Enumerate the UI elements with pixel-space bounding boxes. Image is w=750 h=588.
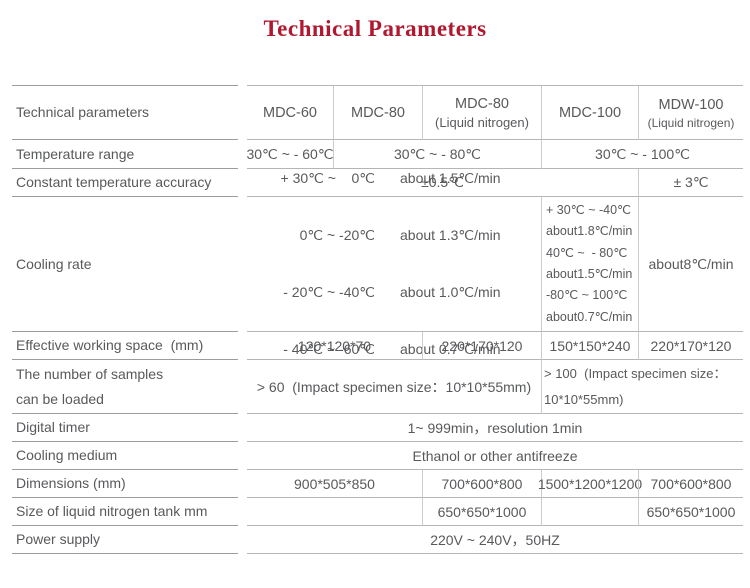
cell-tank-empty-mdc60-80 bbox=[247, 498, 422, 526]
cooling-mdc100-line4: about1.5℃/min bbox=[546, 267, 633, 281]
cooling-value-4: about 0.7℃/min bbox=[400, 341, 501, 357]
cooling-range-4: - 40℃ ~ -60℃ bbox=[283, 341, 375, 357]
cooling-value-2: about 1.3℃/min bbox=[400, 227, 501, 243]
cooling-rate-line: - 20℃ ~ -40℃ about 1.0℃/min bbox=[247, 280, 541, 305]
cell-cooling-rate-mdw100: about8℃/min bbox=[638, 197, 743, 332]
cell-accuracy-standard: ±0.5℃ bbox=[247, 169, 638, 197]
header-col-mdc100: MDC-100 bbox=[541, 86, 638, 140]
row-label-accuracy: Constant temperature accuracy bbox=[12, 169, 238, 197]
row-label-samples-line2: can be loaded bbox=[16, 390, 104, 407]
cell-working-space-mdc80-ln: 220*170*120 bbox=[422, 332, 541, 360]
samples-mdc100-line2: 10*10*55mm) bbox=[544, 391, 624, 407]
row-label-working-space: Effective working space (mm) bbox=[12, 332, 238, 360]
cooling-rate-line: 0℃ ~ -20℃ about 1.3℃/min bbox=[247, 223, 541, 248]
header-col-mdc60: MDC-60 bbox=[247, 86, 333, 140]
header-col-mdc80-ln-name: MDC-80 bbox=[455, 96, 509, 112]
cell-cooling-rate-mdc100: + 30℃ ~ -40℃ about1.8℃/min 40℃ ~ - 80℃ a… bbox=[541, 197, 638, 332]
cell-working-space-mdc60-80: 120*120*70 bbox=[247, 332, 422, 360]
row-label-nitrogen-tank: Size of liquid nitrogen tank mm bbox=[12, 498, 238, 526]
cooling-range-1: + 30℃ ~ 0℃ bbox=[280, 170, 376, 186]
cooling-mdc100-line1: + 30℃ ~ -40℃ bbox=[546, 202, 632, 217]
page-title: Technical Parameters bbox=[263, 16, 487, 41]
data-grid: MDC-60 MDC-80 MDC-80 (Liquid nitrogen) M… bbox=[246, 85, 743, 554]
cell-accuracy-mdw100: ± 3℃ bbox=[638, 169, 743, 197]
header-col-mdc80: MDC-80 bbox=[333, 86, 422, 140]
cell-cooling-rate-standard: + 30℃ ~ 0℃ about 1.5℃/min 0℃ ~ -20℃ about … bbox=[247, 170, 541, 357]
cell-digital-timer: 1~ 999min，resolution 1min bbox=[247, 414, 743, 442]
cooling-mdc100-line5: -80℃ ~ 100℃ bbox=[546, 288, 628, 303]
cell-temp-range-mdc80-group: 30℃ ~ - 80℃ bbox=[333, 140, 541, 169]
cooling-mdc100-line2: about1.8℃/min bbox=[546, 224, 633, 239]
row-label-header: Technical parameters bbox=[12, 86, 238, 140]
cell-samples-mdc100: > 100 (Impact specimen size： 10*10*55mm) bbox=[541, 360, 743, 414]
header-col-mdc100-name: MDC-100 bbox=[558, 104, 622, 121]
row-label-samples-line1: The number of samples bbox=[16, 365, 164, 382]
cell-temp-range-mdc60: 30℃ ~ - 60℃ bbox=[246, 140, 334, 169]
header-col-mdc60-name: MDC-60 bbox=[263, 104, 317, 121]
row-label-cooling-medium: Cooling medium bbox=[12, 442, 238, 470]
row-label-samples: The number of samples can be loaded bbox=[12, 360, 238, 414]
cooling-range-3: - 20℃ ~ -40℃ bbox=[283, 284, 375, 300]
cell-tank-empty-mdc100 bbox=[541, 498, 638, 526]
cell-dimensions-mdw100: 700*600*800 bbox=[638, 470, 743, 498]
cooling-rate-lines: + 30℃ ~ 0℃ about 1.5℃/min 0℃ ~ -20℃ about … bbox=[247, 134, 541, 394]
cell-temp-range-mdc100-group: 30℃ ~ - 100℃ bbox=[541, 140, 743, 169]
row-label-temperature-range: Temperature range bbox=[12, 140, 238, 169]
header-col-mdw100-name: MDW-100 bbox=[658, 96, 724, 113]
cooling-range-2: 0℃ ~ -20℃ bbox=[299, 227, 375, 243]
row-label-digital-timer: Digital timer bbox=[12, 414, 238, 442]
cell-tank-mdw100: 650*650*1000 bbox=[638, 498, 743, 526]
cell-tank-mdc80-ln: 650*650*1000 bbox=[422, 498, 541, 526]
header-col-mdw100-subname: (Liquid nitrogen) bbox=[647, 115, 735, 130]
cell-cooling-medium: Ethanol or other antifreeze bbox=[247, 442, 743, 470]
header-col-mdc80-name: MDC-80 bbox=[351, 104, 405, 121]
cooling-mdc100-line3: 40℃ ~ - 80℃ bbox=[546, 245, 628, 260]
cell-dimensions-mdc80-ln: 700*600*800 bbox=[422, 470, 541, 498]
cooling-value-1: about 1.5℃/min bbox=[400, 170, 501, 186]
header-col-mdw100: MDW-100 (Liquid nitrogen) bbox=[638, 86, 743, 140]
row-label-cooling-rate: Cooling rate bbox=[12, 197, 238, 332]
row-label-power-supply: Power supply bbox=[12, 526, 238, 554]
spec-table: Technical parameters Temperature range C… bbox=[12, 85, 743, 554]
header-col-mdc80-ln-subname: (Liquid nitrogen) bbox=[435, 115, 529, 130]
samples-mdc100-line1: > 100 (Impact specimen size： bbox=[544, 365, 727, 381]
label-column: Technical parameters Temperature range C… bbox=[12, 85, 238, 554]
cooling-value-3: about 1.0℃/min bbox=[400, 284, 501, 300]
cell-samples-standard: > 60 (Impact specimen size：10*10*55mm) bbox=[247, 360, 541, 414]
header-col-mdc80-ln: MDC-80 (Liquid nitrogen) bbox=[422, 86, 541, 140]
cell-dimensions-mdc100: 1500*1200*1200 bbox=[538, 470, 642, 498]
cooling-rate-line: + 30℃ ~ 0℃ about 1.5℃/min bbox=[247, 166, 541, 191]
cell-power-supply: 220V ~ 240V，50HZ bbox=[247, 526, 743, 554]
cell-working-space-mdw100: 220*170*120 bbox=[638, 332, 743, 360]
cell-working-space-mdc100: 150*150*240 bbox=[541, 332, 638, 360]
cooling-mdc100-line6: about0.7℃/min bbox=[546, 309, 633, 324]
cell-dimensions-mdc60-80: 900*505*850 bbox=[247, 470, 422, 498]
cooling-rate-line: - 40℃ ~ -60℃ about 0.7℃/min bbox=[247, 337, 541, 362]
row-label-dimensions: Dimensions (mm) bbox=[12, 470, 238, 498]
